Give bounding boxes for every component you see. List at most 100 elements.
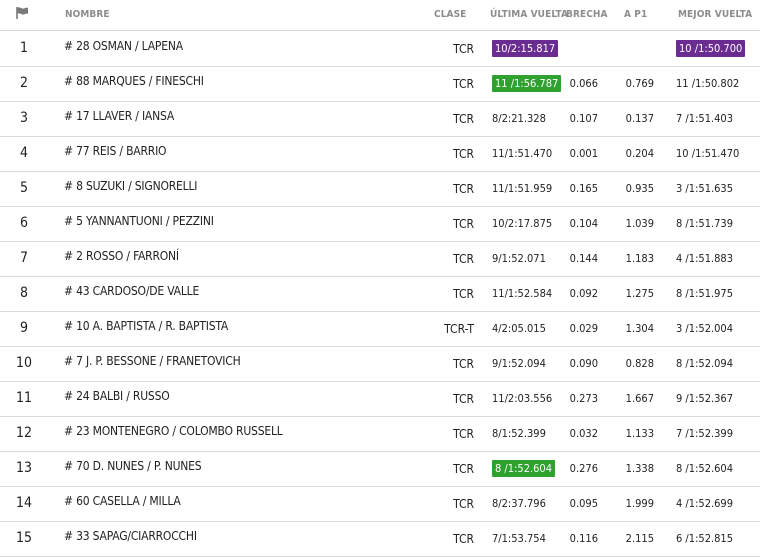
gap-to-leader-cell: 1.275 <box>625 287 654 300</box>
driver-names-cell: # 88 MARQUES / FINESCHI <box>64 74 204 88</box>
class-cell: TCR <box>453 532 474 546</box>
gap-cell: 0.090 <box>569 357 598 370</box>
best-lap-cell: 6 /1:52.815 <box>676 532 734 545</box>
driver-names-cell: # 43 CARDOSO/DE VALLE <box>64 284 200 298</box>
best-lap-cell: 8 /1:51.975 <box>676 287 734 300</box>
gap-to-leader-cell: 1.183 <box>625 252 654 265</box>
best-lap-cell: 4 /1:51.883 <box>676 252 734 265</box>
column-header-ultima-vuelta[interactable]: ÚLTIMA VUELTA <box>490 9 569 20</box>
position-cell: 14 <box>15 495 33 511</box>
gap-cell: 0.104 <box>569 217 598 230</box>
position-cell: 5 <box>19 180 28 196</box>
last-lap-cell: 10/2:17.875 <box>492 217 553 230</box>
gap-cell: 0.066 <box>569 77 598 90</box>
gap-cell: 0.032 <box>569 427 598 440</box>
best-lap-cell: 8 /1:51.739 <box>676 217 734 230</box>
class-cell: TCR <box>453 497 474 511</box>
position-cell: 13 <box>15 460 33 476</box>
personal-best-badge: 8 /1:52.604 <box>492 460 556 477</box>
table-row[interactable]: 8 # 43 CARDOSO/DE VALLE TCR 11/1:52.584 0.09… <box>0 276 760 312</box>
best-lap-cell: 7 /1:52.399 <box>676 427 734 440</box>
table-row[interactable]: 10 # 7 J. P. BESSONE / FRANETOVICH TCR 9/1:… <box>0 346 760 382</box>
table-row[interactable]: 7 # 2 ROSSO / FARRONÍ TCR 9/1:52.071 0.144 1.… <box>0 241 760 277</box>
gap-cell: 0.116 <box>569 532 598 545</box>
driver-names-cell: # 70 D. NUNES / P. NUNES <box>64 459 202 473</box>
gap-to-leader-cell: 2.115 <box>625 532 654 545</box>
gap-to-leader-cell: 1.667 <box>625 392 654 405</box>
gap-to-leader-cell: 1.304 <box>625 322 654 335</box>
fastest-lap-badge: 10 /1:50.700 <box>676 40 746 57</box>
last-lap-cell: 4/2:05.015 <box>492 322 546 335</box>
class-cell: TCR <box>453 147 474 161</box>
gap-to-leader-cell: 0.204 <box>625 147 654 160</box>
position-cell: 1 <box>19 40 28 56</box>
best-lap-cell: 9 /1:52.367 <box>676 392 734 405</box>
driver-names-cell: # 23 MONTENEGRO / COLOMBO RUSSELL <box>64 424 283 438</box>
gap-to-leader-cell: 1.999 <box>625 497 654 510</box>
last-lap-cell: 9/1:52.071 <box>492 252 546 265</box>
gap-cell: 0.092 <box>569 287 598 300</box>
table-row[interactable]: 1 # 28 OSMAN / LAPENA TCR 10/2:15.817 10 /1:… <box>0 31 760 67</box>
standings-header: NOMBRE CLASE ÚLTIMA VUELTA BRECHA A P1 M… <box>0 0 760 31</box>
table-row[interactable]: 14 # 60 CASELLA / MILLA TCR 8/2:37.796 0.095… <box>0 486 760 522</box>
gap-cell: 0.165 <box>569 182 598 195</box>
column-header-mejor-vuelta[interactable]: MEJOR VUELTA <box>678 9 753 20</box>
class-cell: TCR <box>453 217 474 231</box>
gap-cell: 0.107 <box>569 112 598 125</box>
class-cell: TCR <box>453 252 474 266</box>
gap-cell: 0.144 <box>569 252 598 265</box>
table-row[interactable]: 15 # 33 SAPAG/CIARROCCHI TCR 7/1:53.754 0.11… <box>0 521 760 557</box>
last-lap-cell: 8 /1:52.604 <box>492 460 556 477</box>
gap-to-leader-cell: 0.935 <box>625 182 654 195</box>
class-cell: TCR <box>453 77 474 91</box>
gap-to-leader-cell: 1.039 <box>625 217 654 230</box>
table-row[interactable]: 5 # 8 SUZUKI / SIGNORELLI TCR 11/1:51.959 0.… <box>0 171 760 207</box>
class-cell: TCR <box>453 112 474 126</box>
column-header-nombre[interactable]: NOMBRE <box>65 9 110 20</box>
last-lap-cell: 8/2:37.796 <box>492 497 546 510</box>
driver-names-cell: # 17 LLAVER / IANSA <box>64 109 175 123</box>
table-row[interactable]: 2 # 88 MARQUES / FINESCHI TCR 11 /1:56.787 0… <box>0 66 760 102</box>
gap-to-leader-cell: 0.828 <box>625 357 654 370</box>
position-cell: 2 <box>19 75 28 91</box>
personal-best-badge: 11 /1:56.787 <box>492 75 562 92</box>
driver-names-cell: # 28 OSMAN / LAPENA <box>64 39 183 53</box>
gap-cell: 0.276 <box>569 462 598 475</box>
position-cell: 12 <box>15 425 33 441</box>
class-cell: TCR <box>453 392 474 406</box>
driver-names-cell: # 60 CASELLA / MILLA <box>64 494 181 508</box>
table-row[interactable]: 11 # 24 BALBI / RUSSO TCR 11/2:03.556 0.273 1… <box>0 381 760 417</box>
table-row[interactable]: 6 # 5 YANNANTUONI / PEZZINI TCR 10/2:17.875… <box>0 206 760 242</box>
gap-to-leader-cell: 1.338 <box>625 462 654 475</box>
table-row[interactable]: 9 # 10 A. BAPTISTA / R. BAPTISTA TCR-T 4/2:… <box>0 311 760 347</box>
gap-to-leader-cell: 0.137 <box>625 112 654 125</box>
best-lap-cell: 3 /1:52.004 <box>676 322 734 335</box>
table-row[interactable]: 4 # 77 REIS / BARRIO TCR 11/1:51.470 0.001 0.… <box>0 136 760 172</box>
driver-names-cell: # 5 YANNANTUONI / PEZZINI <box>64 214 214 228</box>
table-row[interactable]: 13 # 70 D. NUNES / P. NUNES TCR 8 /1:52.604… <box>0 451 760 487</box>
table-row[interactable]: 3 # 17 LLAVER / IANSA TCR 8/2:21.328 0.107 0.… <box>0 101 760 137</box>
last-lap-cell: 11/2:03.556 <box>492 392 553 405</box>
driver-names-cell: # 24 BALBI / RUSSO <box>64 389 170 403</box>
best-lap-cell: 3 /1:51.635 <box>676 182 734 195</box>
column-header-brecha[interactable]: BRECHA <box>566 9 608 20</box>
class-cell: TCR <box>453 182 474 196</box>
position-cell: 10 <box>15 355 33 371</box>
position-cell: 11 <box>15 390 33 406</box>
last-lap-cell: 8/1:52.399 <box>492 427 546 440</box>
column-header-clase[interactable]: CLASE <box>434 9 467 20</box>
last-lap-cell: 11/1:51.470 <box>492 147 553 160</box>
table-row[interactable]: 12 # 23 MONTENEGRO / COLOMBO RUSSELL TCR 8/… <box>0 416 760 452</box>
driver-names-cell: # 8 SUZUKI / SIGNORELLI <box>64 179 198 193</box>
position-flag-icon <box>14 5 32 25</box>
best-lap-cell: 7 /1:51.403 <box>676 112 734 125</box>
last-lap-cell: 11 /1:56.787 <box>492 75 562 92</box>
driver-names-cell: # 33 SAPAG/CIARROCCHI <box>64 529 197 543</box>
best-lap-cell: 4 /1:52.699 <box>676 497 734 510</box>
last-lap-cell: 10/2:15.817 <box>492 40 559 57</box>
fastest-lap-badge: 10/2:15.817 <box>492 40 559 57</box>
class-cell: TCR <box>453 462 474 476</box>
column-header-a-p1[interactable]: A P1 <box>624 9 648 20</box>
position-cell: 7 <box>19 250 28 266</box>
position-cell: 4 <box>19 145 28 161</box>
